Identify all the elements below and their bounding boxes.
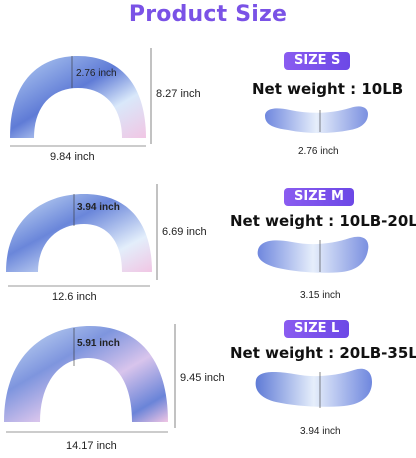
size-badge: SIZE S <box>284 52 351 70</box>
inner-dimension-label: 5.91 inch <box>77 338 120 349</box>
thickness-label: 3.94 inch <box>300 426 341 437</box>
net-weight: Net weight : 10LB <box>252 80 404 98</box>
size-panel-l: 5.91 inch 9.45 inch 14.17 inch SIZE L Ne… <box>0 318 416 458</box>
net-weight: Net weight : 20LB-35LB <box>230 344 416 362</box>
thickness-label: 3.15 inch <box>300 290 341 301</box>
size-panel-m: 3.94 inch 6.69 inch 12.6 inch SIZE M Net… <box>0 180 416 320</box>
page-title: Product Size <box>128 2 288 27</box>
size-panel-s: 2.76 inch 8.27 inch 9.84 inch SIZE S Net… <box>0 42 416 182</box>
width-label: 9.84 inch <box>50 151 95 163</box>
height-label: 6.69 inch <box>162 226 207 238</box>
height-label: 9.45 inch <box>180 372 225 384</box>
inner-dimension-label: 2.76 inch <box>76 68 117 79</box>
height-label: 8.27 inch <box>156 88 201 100</box>
pillow-illustration <box>4 324 372 433</box>
width-label: 12.6 inch <box>52 291 97 303</box>
pillow-illustration <box>10 48 368 147</box>
size-badge: SIZE M <box>284 188 354 206</box>
size-badge: SIZE L <box>284 320 350 338</box>
width-label: 14.17 inch <box>66 440 117 452</box>
inner-dimension-label: 3.94 inch <box>77 202 120 213</box>
pillow-illustration <box>6 184 369 287</box>
thickness-label: 2.76 inch <box>298 146 339 157</box>
net-weight: Net weight : 10LB-20LB <box>230 212 416 230</box>
